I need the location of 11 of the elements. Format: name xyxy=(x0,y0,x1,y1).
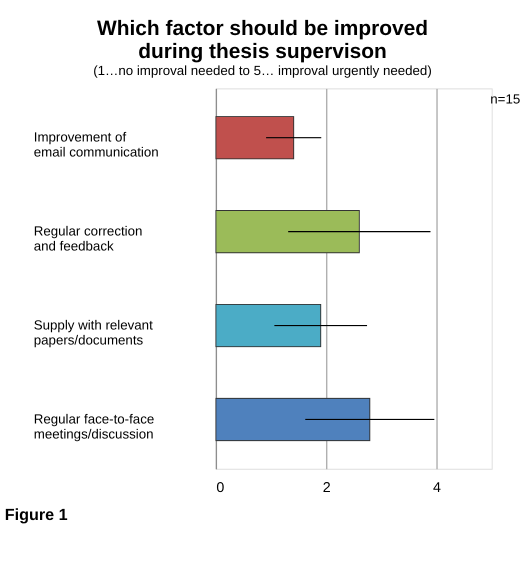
y-tick-label: Supply with relevant papers/documents xyxy=(34,317,154,348)
y-tick-label: Regular correction and feedback xyxy=(34,223,142,254)
y-tick-label: Regular face-to-face meetings/discussion xyxy=(34,411,154,442)
annotation: n=15 xyxy=(490,92,520,107)
chart-subtitle: (1…no improval needed to 5… improval urgently needed) xyxy=(93,63,432,78)
x-tick-label: 4 xyxy=(433,480,442,496)
caption: Figure 1 xyxy=(4,506,68,524)
x-tick-label: 0 xyxy=(216,480,224,496)
chart-title: Which factor should be improved during thesis supervison xyxy=(96,17,428,63)
x-tick-label: 2 xyxy=(322,480,331,496)
y-tick-label: Improvement of email communication xyxy=(34,129,159,160)
